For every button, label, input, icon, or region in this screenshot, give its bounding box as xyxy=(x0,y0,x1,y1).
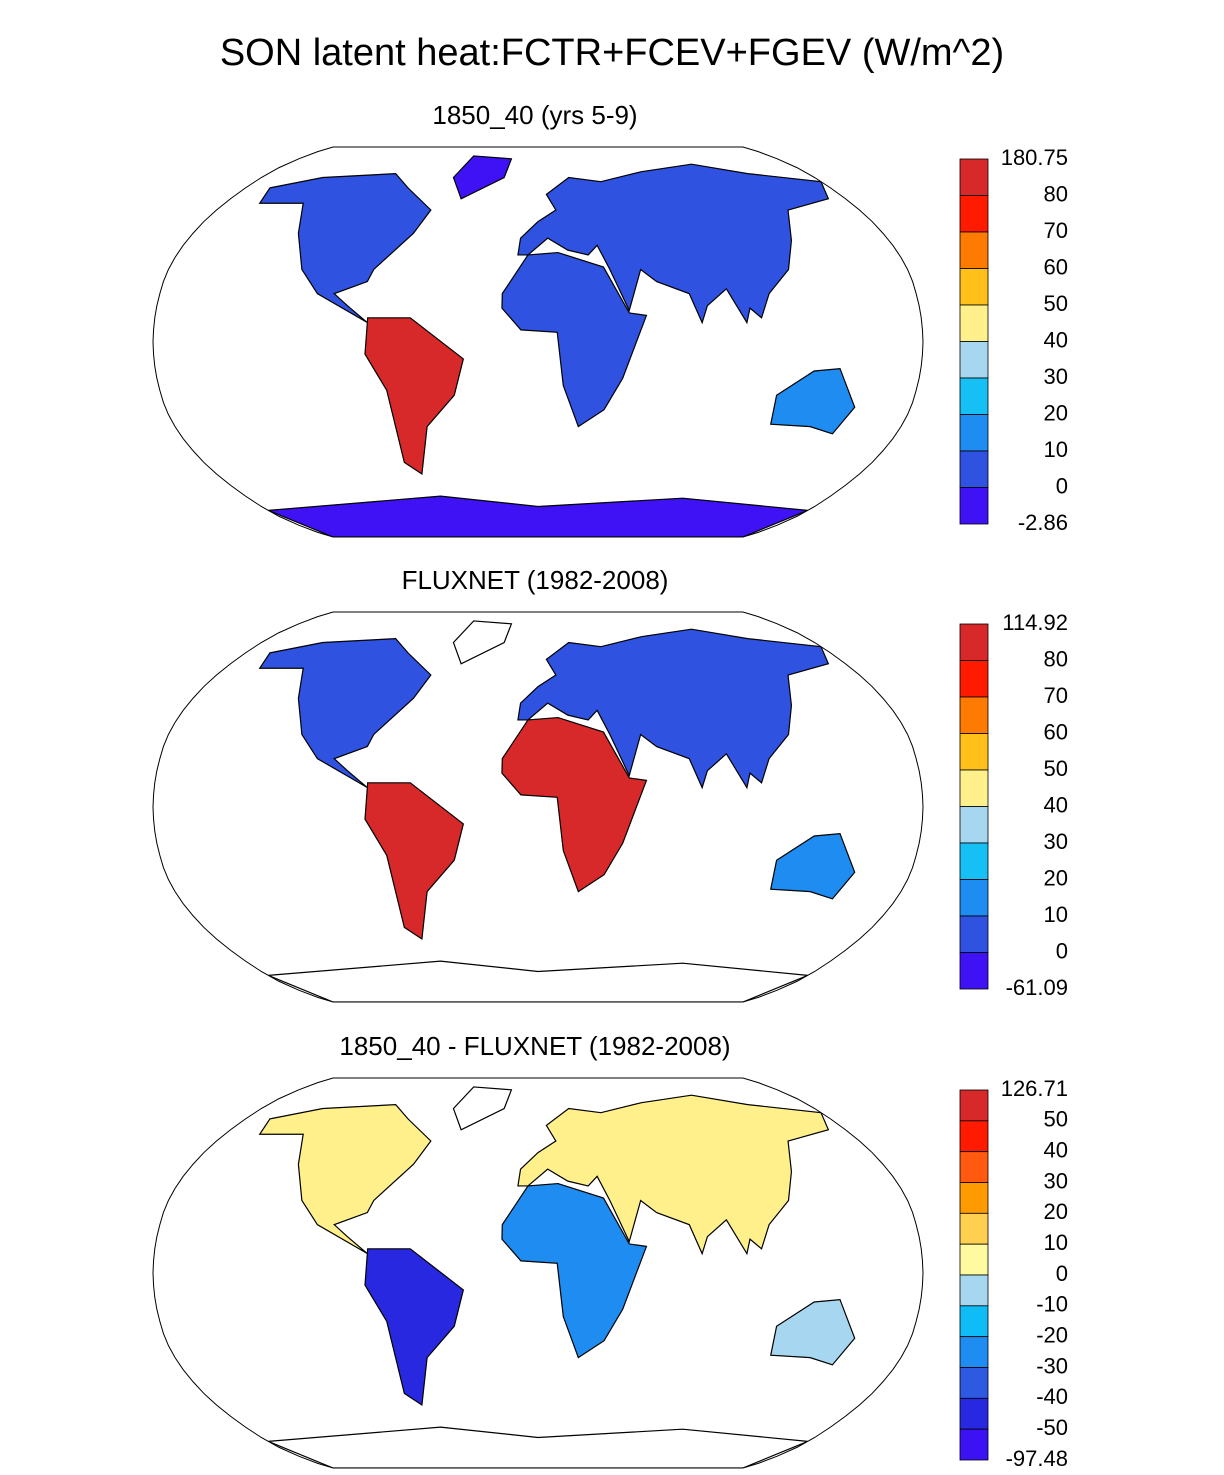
colorbar-box xyxy=(959,842,989,880)
colorbar-label: -40 xyxy=(1036,1384,1068,1409)
colorbar-label: -30 xyxy=(1036,1353,1068,1378)
colorbar-label: 40 xyxy=(1044,1137,1068,1162)
colorbar-label: 10 xyxy=(1044,1230,1068,1255)
colorbar-label: 10 xyxy=(1044,437,1068,462)
colorbar-box xyxy=(959,1151,989,1183)
colorbar-label: -61.09 xyxy=(1006,975,1068,1000)
land xyxy=(268,495,808,537)
land xyxy=(770,367,856,435)
colorbar-label: 40 xyxy=(1044,792,1068,817)
colorbar-box xyxy=(959,450,989,488)
map-outline xyxy=(152,1077,924,1469)
colorbar-label: 180.75 xyxy=(1001,145,1068,170)
map xyxy=(258,620,856,1002)
colorbar-box xyxy=(959,487,989,525)
map xyxy=(258,1086,856,1468)
colorbar-label: 80 xyxy=(1044,646,1068,671)
colorbar-box xyxy=(959,268,989,306)
colorbar-box xyxy=(959,806,989,844)
panel-subtitle: FLUXNET (1982-2008) xyxy=(402,565,669,595)
land xyxy=(770,832,856,900)
colorbar-box xyxy=(959,696,989,734)
colorbar-box xyxy=(959,195,989,233)
colorbar-box xyxy=(959,733,989,771)
land xyxy=(770,1298,856,1366)
land xyxy=(268,1426,808,1468)
colorbar-box xyxy=(959,341,989,379)
land xyxy=(452,1086,513,1131)
land xyxy=(501,1182,648,1359)
land xyxy=(501,716,648,893)
colorbar-label: -10 xyxy=(1036,1292,1068,1317)
colorbar-box xyxy=(959,1367,989,1399)
land xyxy=(364,1248,465,1407)
colorbar-box xyxy=(959,1243,989,1276)
colorbar-box xyxy=(959,1120,989,1153)
land xyxy=(258,1103,432,1255)
colorbar-label: -2.86 xyxy=(1018,510,1068,535)
colorbar-box xyxy=(959,1428,989,1461)
panel-subtitle: 1850_40 (yrs 5-9) xyxy=(432,100,637,130)
map-outline xyxy=(152,146,924,538)
colorbar-box xyxy=(959,158,989,196)
colorbar-box xyxy=(959,879,989,917)
colorbar-label: 126.71 xyxy=(1001,1076,1068,1101)
colorbar-label: 0 xyxy=(1056,473,1068,498)
colorbar-box xyxy=(959,231,989,269)
colorbar-box xyxy=(959,1182,989,1214)
colorbar-label: 50 xyxy=(1044,291,1068,316)
panel-subtitle: 1850_40 - FLUXNET (1982-2008) xyxy=(339,1031,730,1061)
colorbar-label: 10 xyxy=(1044,902,1068,927)
colorbar-label: 20 xyxy=(1044,400,1068,425)
colorbar-box xyxy=(959,1336,989,1368)
colorbar-box xyxy=(959,1212,989,1245)
colorbar-label: 50 xyxy=(1044,1107,1068,1132)
colorbar-box xyxy=(959,1274,989,1307)
figure-title: SON latent heat:FCTR+FCEV+FGEV (W/m^2) xyxy=(220,32,1004,74)
colorbar-label: 30 xyxy=(1044,364,1068,389)
colorbar-box xyxy=(959,1397,989,1430)
colorbar-box xyxy=(959,915,989,953)
colorbar-box xyxy=(959,377,989,415)
colorbar-label: 20 xyxy=(1044,1199,1068,1224)
colorbar-box xyxy=(959,414,989,452)
colorbar-label: -97.48 xyxy=(1006,1446,1068,1470)
colorbar-label: 80 xyxy=(1044,181,1068,206)
colorbar-box xyxy=(959,1089,989,1122)
land xyxy=(452,155,513,200)
land xyxy=(517,163,830,325)
land xyxy=(501,251,648,428)
colorbar-box xyxy=(959,304,989,342)
land xyxy=(517,1094,830,1256)
map-outline xyxy=(152,611,924,1003)
colorbar-box xyxy=(959,952,989,990)
map xyxy=(258,155,856,537)
colorbar-label: 0 xyxy=(1056,938,1068,963)
colorbar-label: 70 xyxy=(1044,683,1068,708)
land xyxy=(517,628,830,790)
colorbar-label: 30 xyxy=(1044,1168,1068,1193)
colorbar-label: -20 xyxy=(1036,1322,1068,1347)
land xyxy=(452,620,513,665)
land xyxy=(258,637,432,789)
land xyxy=(364,317,465,476)
colorbar-box xyxy=(959,1305,989,1338)
colorbar-label: 50 xyxy=(1044,756,1068,781)
colorbar-label: 60 xyxy=(1044,719,1068,744)
colorbar-label: -50 xyxy=(1036,1415,1068,1440)
colorbar-box xyxy=(959,769,989,807)
colorbar-label: 60 xyxy=(1044,254,1068,279)
colorbar-label: 114.92 xyxy=(1002,610,1068,635)
colorbar-label: 30 xyxy=(1044,829,1068,854)
colorbar-label: 40 xyxy=(1044,327,1068,352)
colorbar-box xyxy=(959,660,989,698)
colorbar-box xyxy=(959,623,989,661)
land xyxy=(364,782,465,941)
colorbar-label: 0 xyxy=(1056,1261,1068,1286)
land xyxy=(258,172,432,324)
colorbar-label: 20 xyxy=(1044,865,1068,890)
colorbar-label: 70 xyxy=(1044,218,1068,243)
land xyxy=(268,960,808,1002)
